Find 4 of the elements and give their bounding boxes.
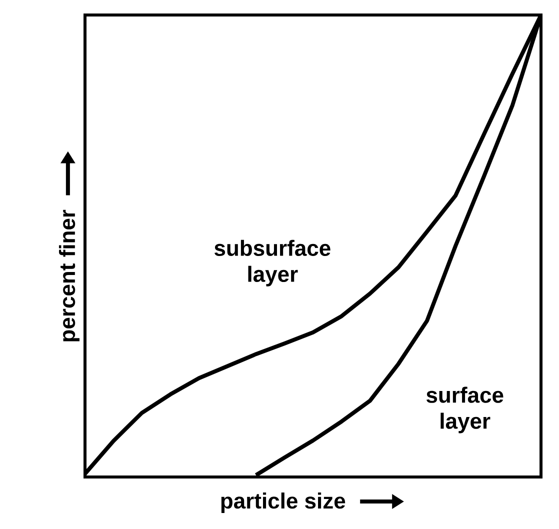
x-axis-title: particle size	[221, 492, 346, 514]
series-label: subsurface layer	[214, 240, 330, 286]
y-axis-title: percent finer	[58, 210, 80, 342]
series-label: surface layer	[426, 386, 504, 434]
